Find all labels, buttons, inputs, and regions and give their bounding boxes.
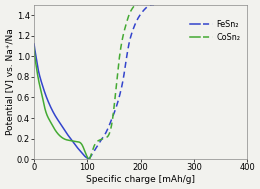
Legend: FeSn₂, CoSn₂: FeSn₂, CoSn₂ [187,17,243,45]
X-axis label: Specific charge [mAh/g]: Specific charge [mAh/g] [86,175,195,184]
Y-axis label: Potential [V] vs. Na⁺/Na: Potential [V] vs. Na⁺/Na [5,29,14,135]
